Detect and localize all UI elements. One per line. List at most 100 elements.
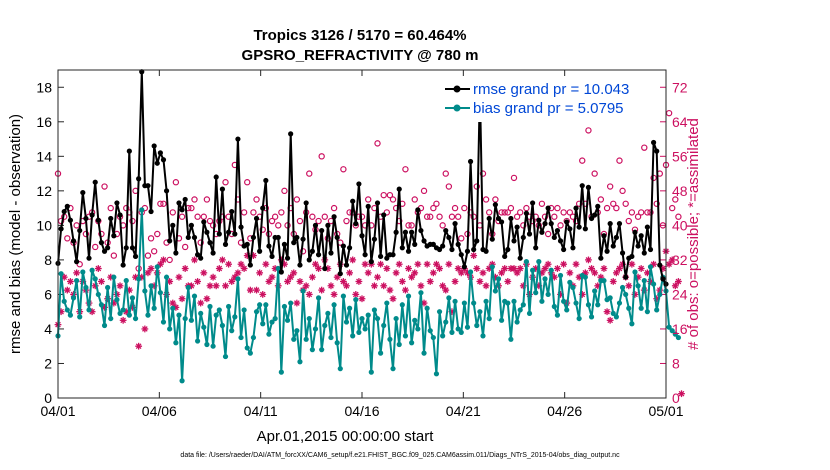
bias-point [275, 265, 281, 272]
rmse-point [229, 208, 235, 215]
assimilated-obs-point [169, 299, 177, 307]
bias-point [564, 307, 570, 313]
rmse-point [331, 214, 337, 220]
assimilated-obs-point [374, 273, 381, 281]
rmse-point [564, 219, 570, 225]
possible-obs-point [181, 243, 189, 251]
rmse-point [173, 250, 179, 256]
bias-point [629, 321, 635, 327]
rmse-point [650, 139, 657, 146]
assimilated-obs-point [287, 273, 295, 281]
bias-point [331, 302, 337, 308]
assimilated-obs-point [395, 260, 403, 268]
assimilated-obs-point [181, 265, 189, 272]
possible-obs-point [520, 222, 527, 229]
bias-point [545, 291, 551, 298]
chart-subtitle: GPSRO_REFRACTIVITY @ 780 m [242, 47, 479, 64]
bias-point [412, 317, 418, 323]
rmse-point [92, 179, 98, 185]
rmse-point [61, 208, 67, 215]
bias-point [157, 290, 163, 296]
bias-point [387, 336, 393, 342]
assimilated-obs-point [209, 273, 217, 281]
assimilated-obs-point [411, 269, 419, 277]
possible-obs-point [513, 213, 521, 220]
y-left-tick-label: 8 [44, 252, 52, 268]
rmse-point [154, 160, 160, 166]
possible-obs-point [473, 183, 480, 190]
rmse-point [315, 252, 322, 258]
rmse-point [353, 221, 359, 227]
assimilated-obs-point [73, 269, 81, 277]
possible-obs-point [309, 213, 316, 220]
rmse-point [297, 262, 303, 268]
rmse-point [601, 233, 607, 239]
bias-point [179, 378, 185, 384]
assimilated-obs-point [119, 316, 127, 324]
assimilated-obs-point [178, 295, 186, 303]
bias-point [350, 333, 356, 339]
bias-point [585, 302, 592, 308]
assimilated-obs-point [628, 260, 636, 268]
possible-obs-point [275, 222, 282, 229]
x-tick-label: 05/01 [648, 403, 683, 419]
rmse-point [170, 222, 176, 228]
assimilated-obs-point [225, 260, 233, 268]
rmse-point [157, 150, 163, 156]
rmse-point [598, 255, 604, 261]
possible-obs-point [622, 200, 629, 207]
bias-point [632, 269, 638, 275]
assimilated-obs-point [94, 265, 102, 272]
assimilated-obs-point [268, 273, 276, 281]
bias-point [498, 317, 505, 323]
possible-obs-point [641, 144, 648, 151]
bias-point [601, 278, 607, 284]
bias-point [173, 340, 179, 346]
rmse-point [402, 229, 409, 235]
bias-point [399, 302, 405, 308]
rmse-point [430, 241, 436, 247]
rmse-point [613, 234, 619, 241]
possible-obs-point [402, 166, 409, 173]
bias-point [635, 283, 641, 289]
possible-obs-point [293, 196, 301, 203]
y-right-tick-label: 24 [672, 286, 688, 302]
rmse-point [381, 212, 387, 218]
y-left-tick-label: 0 [44, 390, 52, 406]
bias-point [474, 322, 480, 329]
bias-point [390, 366, 396, 372]
rmse-point [129, 245, 136, 251]
possible-obs-point [544, 230, 552, 238]
bias-point [353, 297, 359, 303]
possible-obs-point [101, 183, 108, 190]
rmse-point [647, 246, 654, 253]
rmse-point [436, 246, 443, 253]
assimilated-obs-point [240, 265, 248, 272]
rmse-point [644, 224, 650, 230]
assimilated-obs-point [203, 295, 211, 303]
bias-point [644, 309, 650, 315]
possible-obs-point [64, 235, 71, 242]
bias-point [213, 312, 219, 318]
rmse-point [635, 243, 641, 249]
possible-obs-point [411, 196, 418, 203]
bias-point [340, 293, 346, 299]
bias-point [526, 310, 533, 317]
bias-point [89, 267, 95, 273]
assimilated-obs-point [212, 282, 220, 290]
rmse-point [474, 238, 480, 244]
possible-obs-point [551, 213, 558, 220]
possible-obs-point [653, 200, 660, 207]
possible-obs-point [557, 222, 564, 229]
y-right-tick-label: 72 [672, 79, 688, 95]
possible-obs-point [157, 200, 164, 207]
rmse-point [576, 224, 582, 230]
rmse-point [188, 222, 194, 228]
y-axis-label-right: # of obs: o=possible; *=assimilated [685, 118, 702, 350]
possible-obs-point [634, 213, 642, 220]
rmse-point [89, 212, 95, 218]
bias-point [216, 307, 222, 313]
rmse-point [325, 222, 331, 228]
bias-point [669, 328, 675, 334]
assimilated-obs-point [513, 269, 521, 277]
